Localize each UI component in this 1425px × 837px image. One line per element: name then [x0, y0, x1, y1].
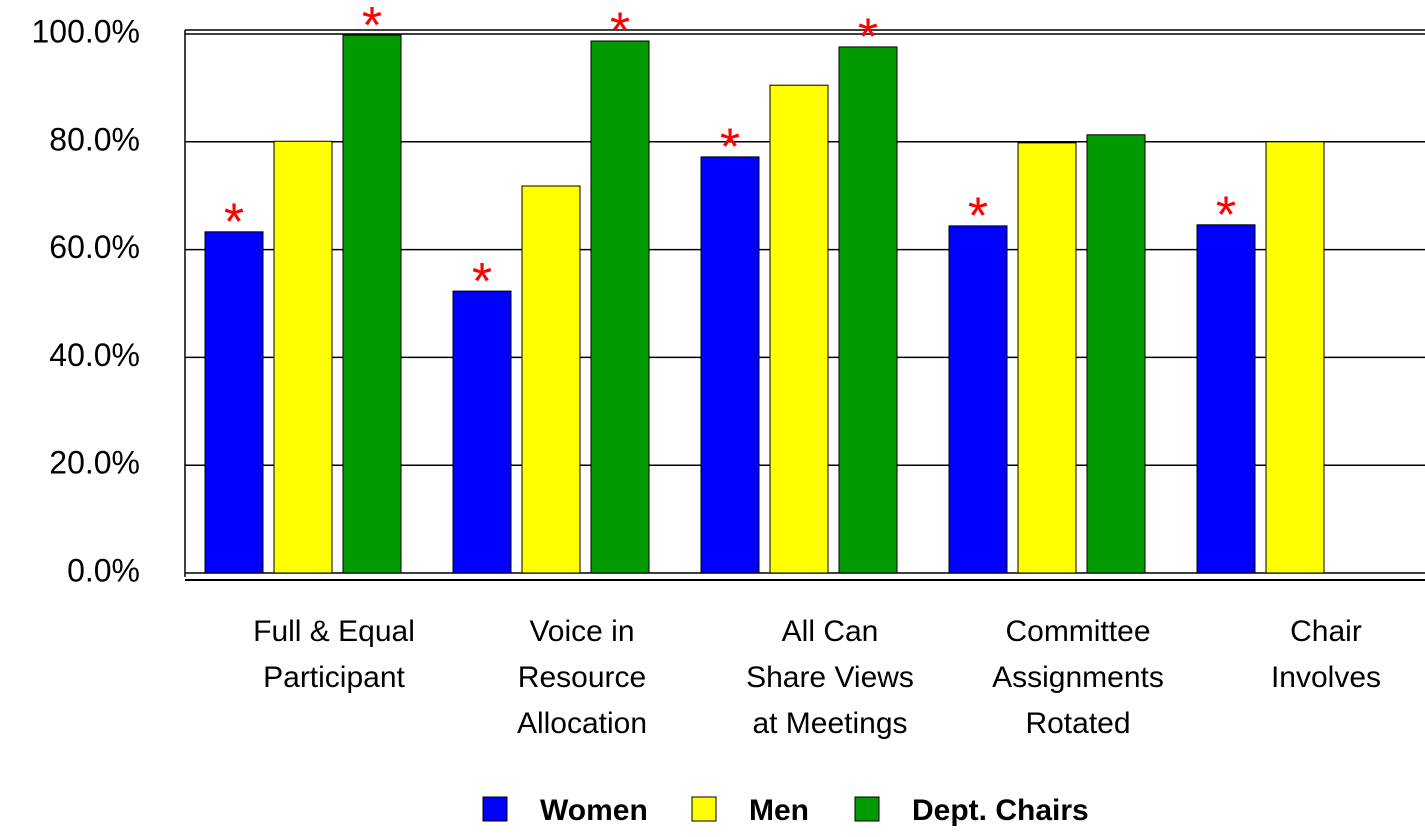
legend-swatch: [854, 796, 880, 822]
bar: [273, 140, 333, 574]
y-tick-label: 20.0%: [49, 445, 140, 481]
legend-label: Women: [540, 794, 648, 827]
x-tick-label: All Can Share Views at Meetings: [746, 615, 914, 740]
bar: [204, 231, 264, 574]
significance-marker: *: [1216, 187, 1236, 245]
significance-marker: *: [858, 9, 878, 67]
bar: [838, 46, 898, 574]
y-tick-label: 80.0%: [49, 121, 140, 157]
bar: [1086, 134, 1146, 574]
bar: [1017, 142, 1077, 574]
x-tick-label: Voice in Resource Allocation: [517, 615, 647, 740]
x-tick-label: Chair Involves: [1271, 615, 1381, 694]
bar: [1265, 141, 1325, 574]
legend-swatch: [482, 796, 508, 822]
bar: [452, 290, 512, 574]
legend-label: Men: [749, 794, 809, 827]
significance-marker: *: [610, 3, 630, 61]
x-tick-label: Committee Assignments Rotated: [992, 615, 1164, 740]
significance-marker: *: [472, 253, 492, 311]
bar: [521, 185, 581, 574]
x-tick-label: Full & Equal Participant: [253, 615, 415, 694]
significance-marker: *: [224, 194, 244, 252]
y-tick-label: 40.0%: [49, 337, 140, 373]
bar: [948, 225, 1008, 574]
bar: [769, 84, 829, 574]
legend-label: Dept. Chairs: [912, 794, 1089, 827]
significance-marker: *: [362, 0, 382, 55]
significance-marker: *: [968, 188, 988, 246]
y-tick-label: 0.0%: [67, 552, 140, 588]
y-tick-label: 100.0%: [31, 13, 140, 49]
y-tick-label: 60.0%: [49, 229, 140, 265]
bar: [590, 40, 650, 574]
bar: [700, 156, 760, 574]
significance-marker: *: [720, 119, 740, 177]
bar: [1196, 224, 1256, 574]
legend-swatch: [691, 796, 717, 822]
bar: [342, 34, 402, 574]
